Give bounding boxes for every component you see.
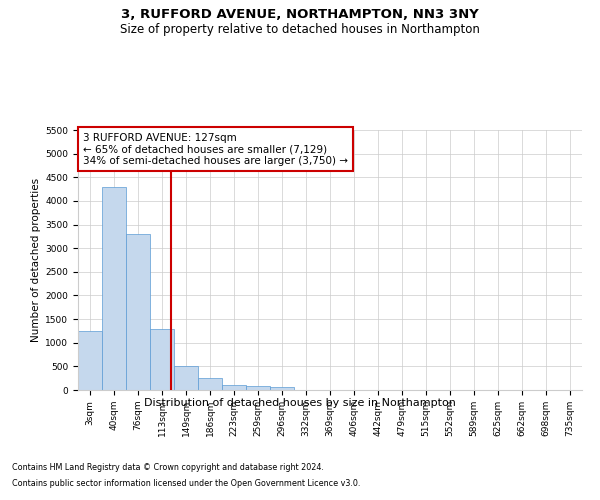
Text: Contains public sector information licensed under the Open Government Licence v3: Contains public sector information licen… [12, 479, 361, 488]
Bar [198, 378, 222, 390]
Text: Size of property relative to detached houses in Northampton: Size of property relative to detached ho… [120, 22, 480, 36]
Bar [222, 385, 246, 390]
Text: 3, RUFFORD AVENUE, NORTHAMPTON, NN3 3NY: 3, RUFFORD AVENUE, NORTHAMPTON, NN3 3NY [121, 8, 479, 20]
Bar [174, 366, 198, 390]
Text: Distribution of detached houses by size in Northampton: Distribution of detached houses by size … [144, 398, 456, 407]
Bar [150, 328, 174, 390]
Bar [270, 388, 294, 390]
Y-axis label: Number of detached properties: Number of detached properties [31, 178, 41, 342]
Bar [102, 186, 126, 390]
Bar [126, 234, 150, 390]
Text: Contains HM Land Registry data © Crown copyright and database right 2024.: Contains HM Land Registry data © Crown c… [12, 462, 324, 471]
Text: 3 RUFFORD AVENUE: 127sqm
← 65% of detached houses are smaller (7,129)
34% of sem: 3 RUFFORD AVENUE: 127sqm ← 65% of detach… [83, 132, 348, 166]
Bar [78, 331, 102, 390]
Bar [246, 386, 270, 390]
